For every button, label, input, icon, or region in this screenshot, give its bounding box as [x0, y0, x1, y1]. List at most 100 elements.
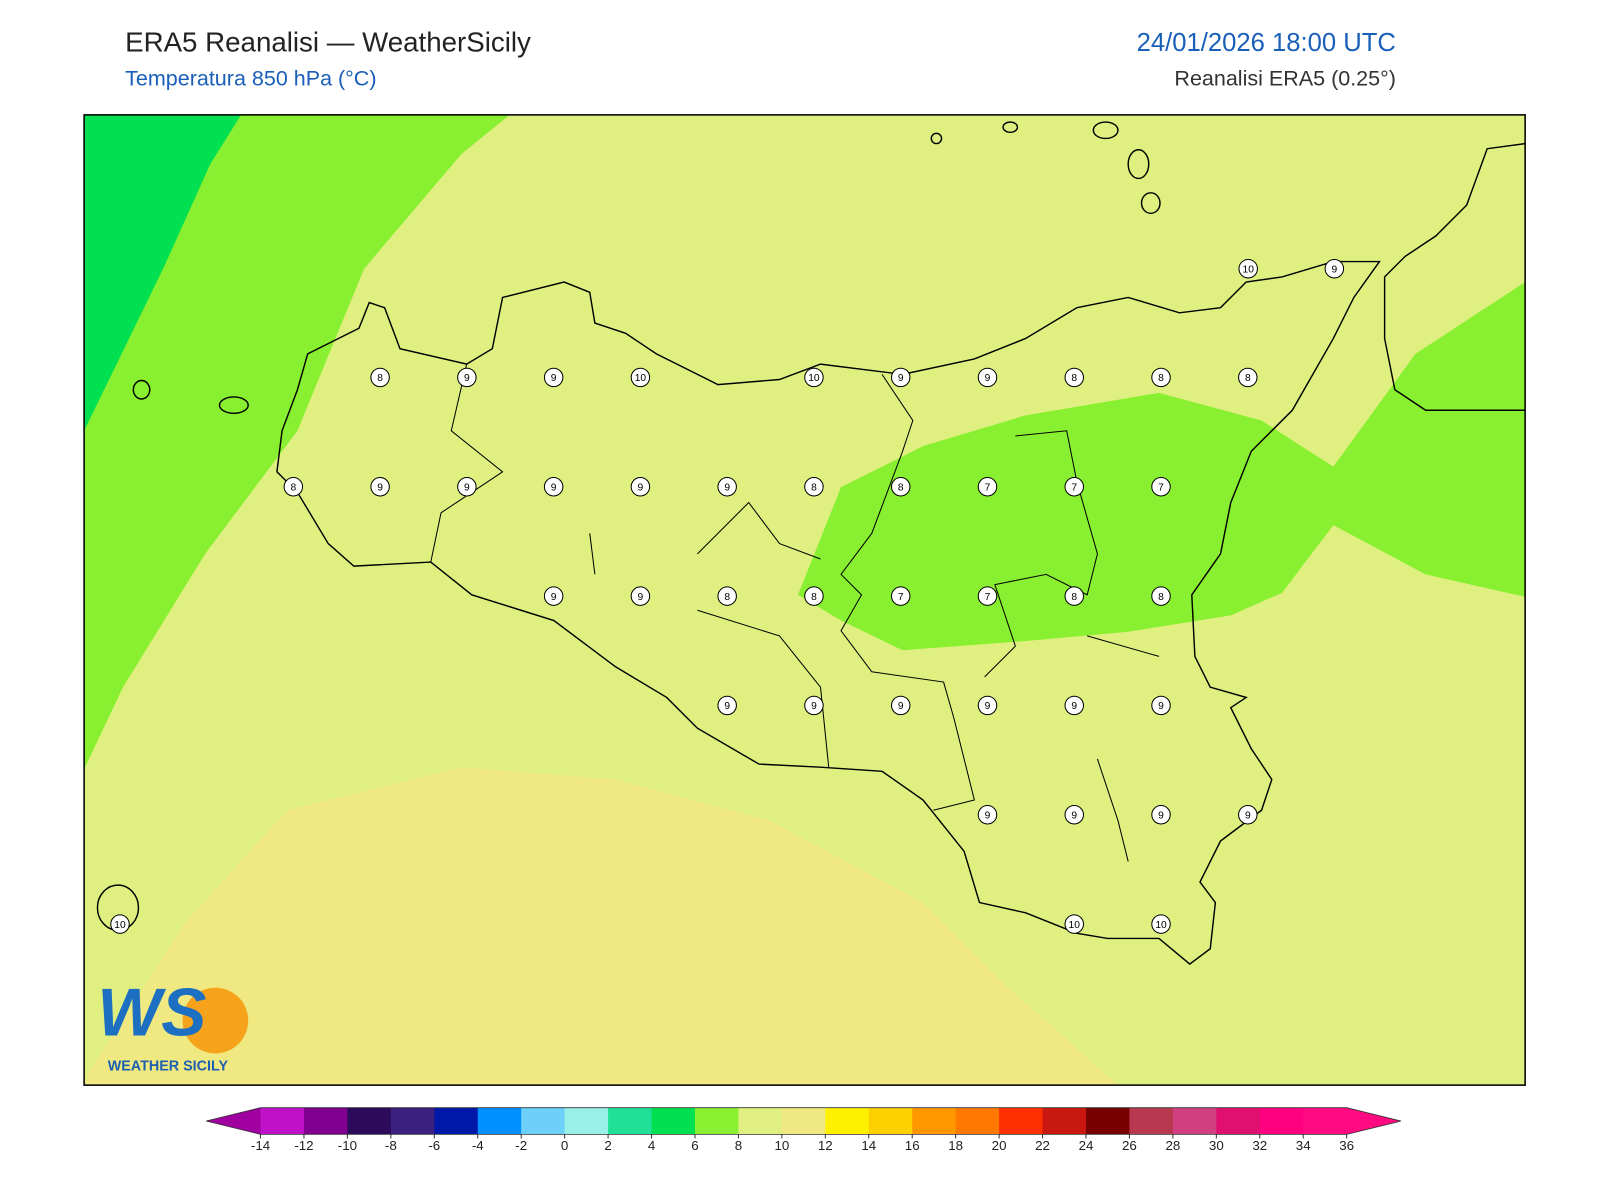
- station-marker: [1064, 367, 1085, 388]
- station-marker: [890, 695, 911, 716]
- station-marker: [717, 586, 737, 606]
- station-value: 7: [1071, 482, 1077, 493]
- province-borders: [430, 363, 1160, 862]
- station-value: 7: [1158, 482, 1164, 493]
- logo-sun: [182, 987, 249, 1054]
- colorbar-segment: [1172, 1107, 1217, 1135]
- colorbar-segment: [1216, 1107, 1261, 1135]
- colorbar-segment: [651, 1107, 696, 1135]
- colorbar-extend-low: [206, 1107, 261, 1135]
- station-value: 9: [985, 810, 991, 821]
- colorbar-segment: [868, 1107, 913, 1135]
- station-value: 9: [377, 482, 383, 493]
- field-region: [797, 282, 1526, 651]
- station-marker: [804, 367, 824, 388]
- colorbar-tick-label: 6: [691, 1138, 698, 1153]
- station-marker: [977, 477, 998, 497]
- station-value: 8: [898, 482, 904, 493]
- station-value: 8: [1071, 592, 1077, 603]
- colorbar-tick-label: -4: [472, 1138, 484, 1153]
- station-marker: [977, 695, 998, 716]
- station-value: 8: [290, 482, 296, 493]
- colorbar-segment: [955, 1107, 1000, 1135]
- logo-mark: WS: [97, 975, 206, 1050]
- colorbar-tick-label: 14: [861, 1138, 876, 1153]
- station-marker: [1151, 367, 1171, 388]
- station-marker: [1064, 805, 1085, 825]
- logo: WS WEATHER SICILY: [97, 975, 249, 1074]
- station-marker: [1238, 367, 1258, 388]
- colorbar-tick-label: 32: [1252, 1138, 1267, 1153]
- station-value: 9: [638, 592, 644, 603]
- station-value: 8: [724, 592, 730, 603]
- station-value: 9: [464, 482, 470, 493]
- station-value: 9: [1158, 701, 1164, 712]
- station-value: 10: [1155, 920, 1167, 931]
- colorbar-tick-label: 8: [735, 1138, 742, 1153]
- station-value: 10: [808, 373, 820, 384]
- colorbar-tick-label: 22: [1035, 1138, 1050, 1153]
- coastlines: [96, 121, 1526, 966]
- station-marker: [717, 695, 737, 716]
- station-marker: [543, 367, 564, 388]
- subtitle: Temperatura 850 hPa (°C): [125, 67, 376, 91]
- colorbar-segment: [521, 1107, 566, 1135]
- station-marker: [890, 586, 911, 606]
- logo-text: WEATHER SICILY: [108, 1058, 229, 1074]
- station-value: 9: [1071, 701, 1077, 712]
- station-value: 7: [985, 482, 991, 493]
- station-marker: [717, 477, 737, 497]
- station-marker: [1151, 586, 1171, 606]
- colorbar-tick-label: 26: [1122, 1138, 1137, 1153]
- station-marker: [977, 367, 998, 388]
- station-marker: [630, 477, 651, 497]
- station-marker: [890, 367, 911, 388]
- station-value: 8: [811, 482, 817, 493]
- station-value: 9: [464, 373, 470, 384]
- station-value: 10: [1069, 920, 1081, 931]
- station-value: 9: [898, 373, 904, 384]
- station-marker: [977, 586, 998, 606]
- station-marker: [804, 695, 824, 716]
- station-marker: [804, 477, 824, 497]
- field-region: [84, 114, 242, 431]
- temperature-field: [84, 114, 1526, 1086]
- station-marker: [630, 367, 651, 388]
- station-value: 9: [551, 482, 557, 493]
- station-value: 9: [898, 701, 904, 712]
- colorbar-tick-label: 4: [648, 1138, 656, 1153]
- field-region: [84, 767, 1118, 1086]
- colorbar-segment: [1129, 1107, 1174, 1135]
- station-marker: [370, 367, 390, 388]
- field-region: [84, 114, 510, 770]
- station-value: 8: [1245, 373, 1251, 384]
- station-value: 9: [551, 373, 557, 384]
- station-value: 9: [1332, 264, 1338, 275]
- station-value: 7: [898, 592, 904, 603]
- station-marker: [1064, 695, 1085, 716]
- station-value: 9: [811, 701, 817, 712]
- colorbar-tick-label: -8: [385, 1138, 397, 1153]
- station-value: 8: [811, 592, 817, 603]
- station-marker: [1151, 695, 1171, 716]
- colorbar-segment: [825, 1107, 870, 1135]
- colorbar-tick-label: 24: [1079, 1138, 1094, 1153]
- station-marker: [1064, 914, 1085, 934]
- colorbar-tick-label: 0: [561, 1138, 568, 1153]
- colorbar-segment: [912, 1107, 957, 1135]
- colorbar-tick-label: -10: [338, 1138, 357, 1153]
- colorbar-tick-label: -12: [294, 1138, 313, 1153]
- colorbar-tick-label: 2: [604, 1138, 611, 1153]
- station-marker: [283, 477, 304, 497]
- colorbar-tick-label: 10: [774, 1138, 789, 1153]
- station-value: 8: [1158, 373, 1164, 384]
- colorbar-extend-high: [1346, 1107, 1402, 1135]
- colorbar-segment: [477, 1107, 522, 1135]
- colorbar-segment: [1259, 1107, 1304, 1135]
- station-value: 9: [985, 373, 991, 384]
- station-marker: [543, 586, 564, 606]
- station-value: 9: [1158, 810, 1164, 821]
- station-marker: [977, 805, 998, 825]
